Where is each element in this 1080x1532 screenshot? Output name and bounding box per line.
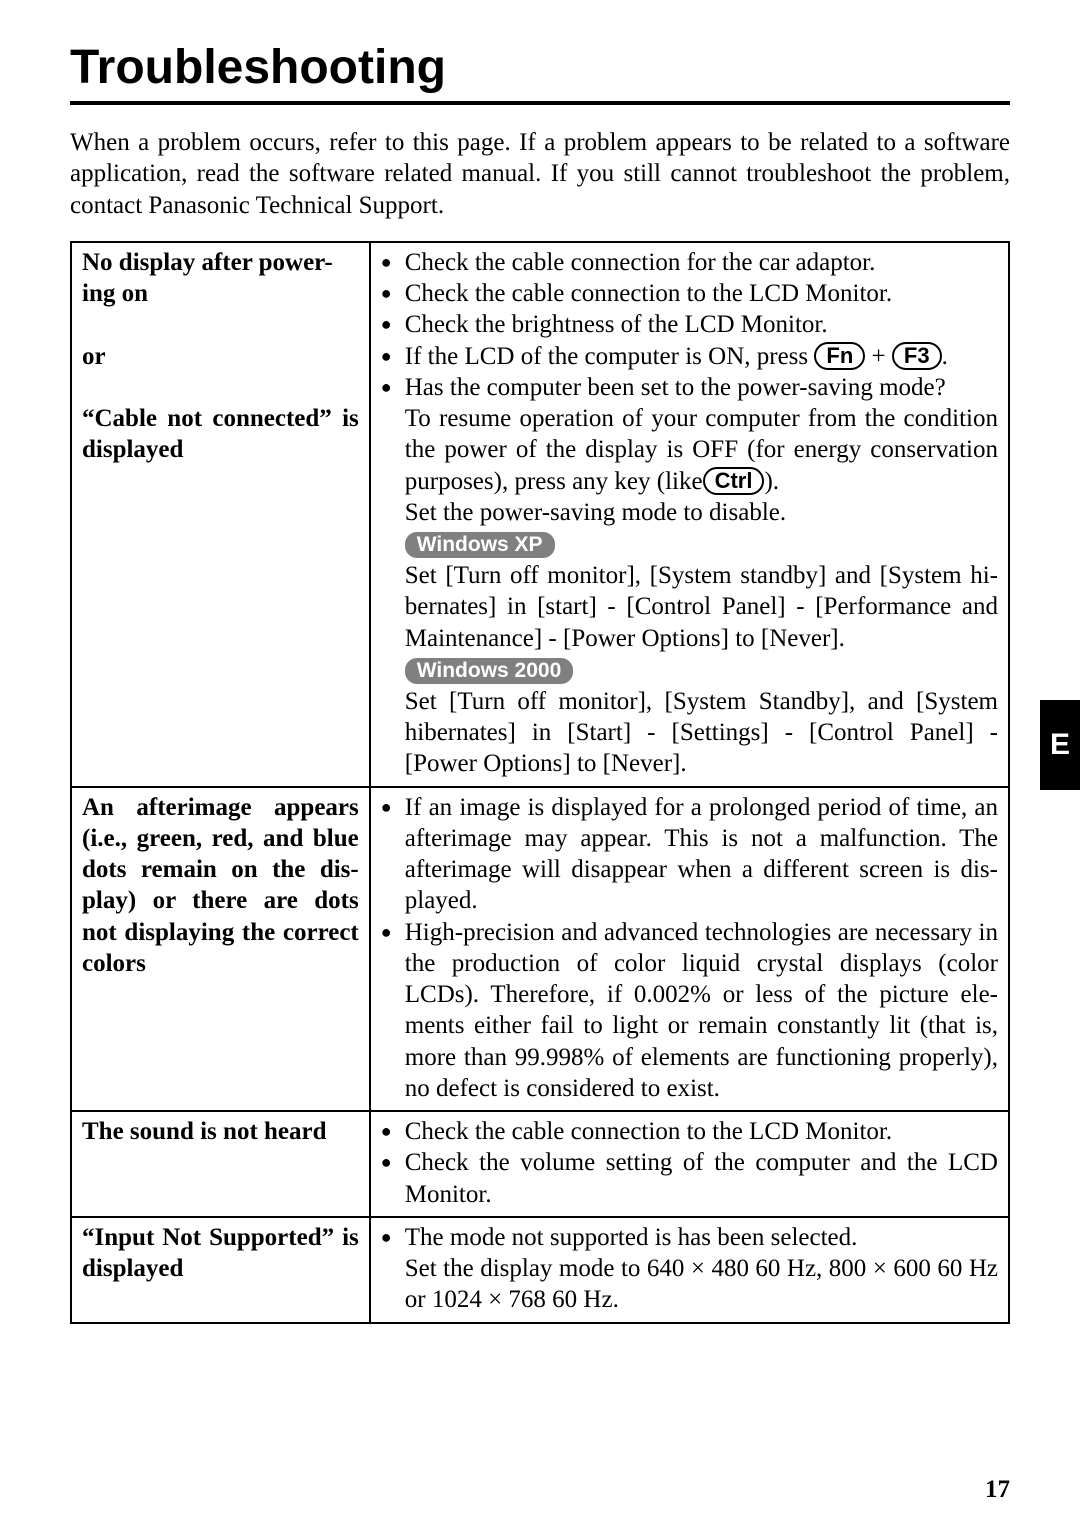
problem-cell: No display after power- ing on or “Cable… xyxy=(71,242,370,787)
solution-text: To resume operation of your computer fro… xyxy=(405,405,998,495)
problem-text: No display after power- xyxy=(82,249,333,276)
list-item: Has the computer been set to the power-s… xyxy=(381,372,998,403)
solution-continuation: To resume operation of your computer fro… xyxy=(381,403,998,497)
list-item: If the LCD of the computer is ON, press … xyxy=(381,341,998,372)
solution-text: If an image is displayed for a prolonged… xyxy=(405,794,998,915)
solution-cell: If an image is displayed for a prolonged… xyxy=(370,787,1009,1112)
problem-cell: An afterimage appears (i.e., green, red,… xyxy=(71,787,370,1112)
solution-continuation: Set [Turn off monitor], [System Standby]… xyxy=(381,686,998,780)
keycap-f3: F3 xyxy=(892,342,942,370)
solution-cell: Check the cable connection for the car a… xyxy=(370,242,1009,787)
problem-text: or xyxy=(82,343,106,370)
solution-text: Check the volume setting of the computer… xyxy=(405,1149,998,1207)
table-row: “Input Not Supported” is displayed The m… xyxy=(71,1217,1009,1323)
table-row: An afterimage appears (i.e., green, red,… xyxy=(71,787,1009,1112)
list-item: Check the cable connection to the LCD Mo… xyxy=(381,278,998,309)
problem-cell: “Input Not Supported” is displayed xyxy=(71,1217,370,1323)
intro-paragraph: When a problem occurs, refer to this pag… xyxy=(70,127,1010,221)
solution-list: Check the cable connection for the car a… xyxy=(381,247,998,403)
keycap-fn: Fn xyxy=(814,342,865,370)
solution-list: Check the cable connection to the LCD Mo… xyxy=(381,1116,998,1210)
os-badge-row: Windows XP xyxy=(381,528,998,560)
list-item: High-precision and advanced technologies… xyxy=(381,917,998,1105)
os-badge-xp: Windows XP xyxy=(405,532,555,558)
solution-text: Check the cable connection to the LCD Mo… xyxy=(405,280,892,307)
solution-text: If the LCD of the computer is ON, press xyxy=(405,343,815,370)
list-item: The mode not supported is has been selec… xyxy=(381,1222,998,1253)
problem-text: ing on xyxy=(82,280,148,307)
list-item: Check the volume setting of the computer… xyxy=(381,1147,998,1210)
solution-text: ). xyxy=(764,468,779,495)
solution-text: The mode not supported is has been selec… xyxy=(405,1224,858,1251)
solution-list: If an image is displayed for a prolonged… xyxy=(381,792,998,1105)
solution-continuation: Set the display mode to 640 × 480 60 Hz,… xyxy=(381,1253,998,1316)
document-page: Troubleshooting When a problem occurs, r… xyxy=(0,0,1080,1532)
section-tab: E xyxy=(1040,700,1080,790)
solution-text: Has the computer been set to the power-s… xyxy=(405,374,946,401)
table-row: No display after power- ing on or “Cable… xyxy=(71,242,1009,787)
solution-continuation: Set the power-saving mode to disable. xyxy=(381,497,998,528)
table-row: The sound is not heard Check the cable c… xyxy=(71,1111,1009,1217)
os-badge-row: Windows 2000 xyxy=(381,654,998,686)
solution-text: High-precision and advanced technologies… xyxy=(405,919,998,1102)
page-title: Troubleshooting xyxy=(70,40,1010,95)
list-item: Check the cable connection to the LCD Mo… xyxy=(381,1116,998,1147)
solution-text: . xyxy=(942,343,948,370)
problem-text: “Cable not connected” is displayed xyxy=(82,405,359,463)
title-rule xyxy=(70,101,1010,105)
solution-text: Check the cable connection for the car a… xyxy=(405,249,876,276)
solution-cell: Check the cable connection to the LCD Mo… xyxy=(370,1111,1009,1217)
solution-text: + xyxy=(865,343,892,370)
solution-continuation: Set [Turn off monitor], [System standby]… xyxy=(381,560,998,654)
solution-list: The mode not supported is has been selec… xyxy=(381,1222,998,1253)
solution-text: Check the brightness of the LCD Monitor. xyxy=(405,311,828,338)
solution-text: Check the cable connection to the LCD Mo… xyxy=(405,1118,892,1145)
os-badge-2000: Windows 2000 xyxy=(405,658,574,684)
troubleshooting-table: No display after power- ing on or “Cable… xyxy=(70,241,1010,1324)
keycap-ctrl: Ctrl xyxy=(703,467,765,495)
list-item: Check the brightness of the LCD Monitor. xyxy=(381,309,998,340)
problem-cell: The sound is not heard xyxy=(71,1111,370,1217)
page-number: 17 xyxy=(985,1476,1010,1504)
solution-cell: The mode not supported is has been selec… xyxy=(370,1217,1009,1323)
list-item: Check the cable connection for the car a… xyxy=(381,247,998,278)
list-item: If an image is displayed for a prolonged… xyxy=(381,792,998,917)
